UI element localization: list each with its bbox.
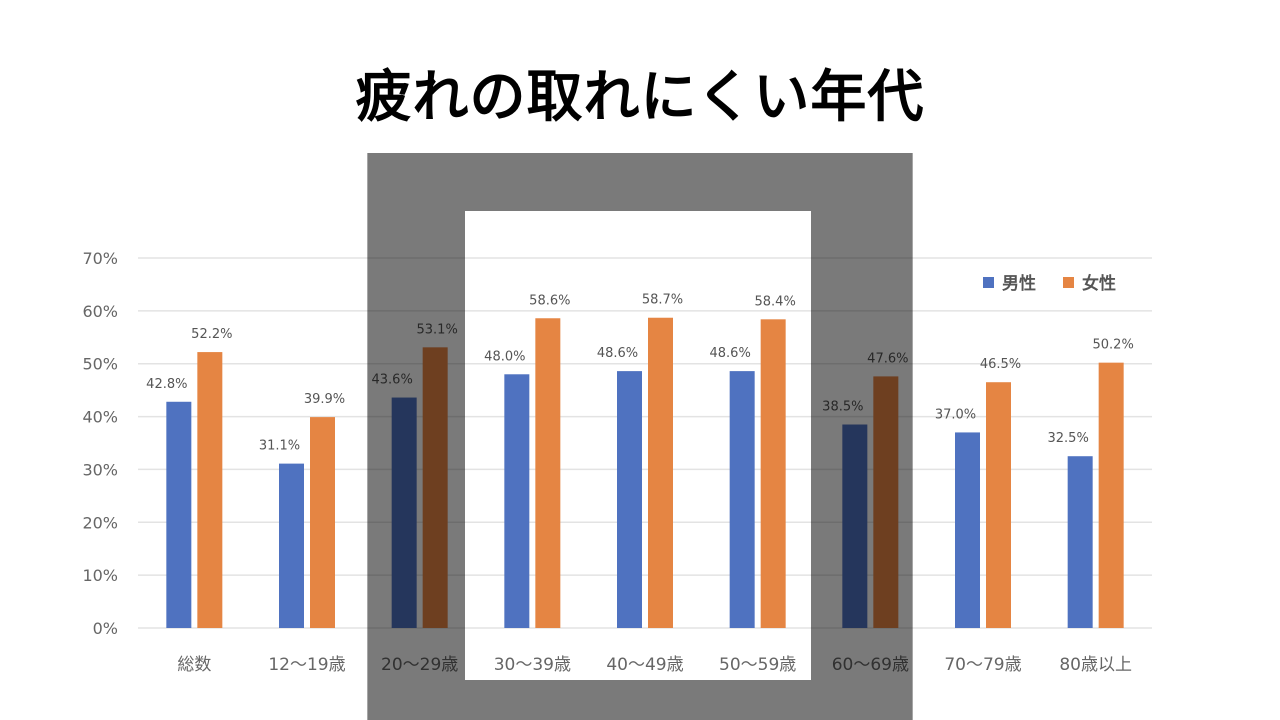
y-tick-label: 0% [93,619,118,638]
x-tick-label: 80歳以上 [1059,655,1132,675]
y-tick-label: 20% [82,513,118,532]
data-label-female: 39.9% [304,392,345,407]
data-label-male: 42.8% [146,377,187,392]
legend-swatch-female [1063,277,1074,288]
data-label-female: 58.4% [755,294,796,309]
bar-female [986,382,1011,628]
data-label-female: 58.7% [642,293,683,308]
y-tick-label: 10% [82,566,118,585]
x-tick-label: 30～39歳 [494,655,571,675]
data-label-female: 52.2% [191,327,232,342]
data-label-female: 50.2% [1093,338,1134,353]
data-label-male: 37.0% [935,407,976,422]
data-label-male: 31.1% [259,439,300,454]
bar-female [648,317,673,628]
bar-female [197,352,223,628]
legend: 男性 女性 [983,273,1116,294]
data-label-female: 46.5% [980,357,1021,372]
dim-overlay [367,153,913,720]
data-label-male: 48.6% [710,346,751,361]
page-title: 疲れの取れにくい年代 [355,65,925,130]
legend-label-female: 女性 [1082,273,1116,294]
bar-female [760,319,786,628]
x-tick-label: 50～59歳 [719,655,796,675]
data-label-male: 48.0% [484,349,525,364]
bar-male [617,371,642,628]
y-tick-label: 30% [82,460,118,479]
x-tick-label: 40～49歳 [606,655,683,675]
x-tick-label: 70～79歳 [944,655,1021,675]
legend-label-male: 男性 [1002,273,1036,294]
bar-male [1067,456,1093,628]
x-tick-label: 総数 [177,655,211,675]
bar-male [729,371,755,628]
bar-male [955,432,980,628]
y-tick-label: 40% [82,408,118,427]
bar-female [1098,362,1124,628]
y-tick-label: 50% [82,355,118,374]
y-tick-label: 60% [82,302,118,321]
y-tick-label: 70% [82,249,118,268]
grid-layer: 0% 10% 20% 30% 40% 50% 60% 70% [82,249,1152,638]
data-label-male: 32.5% [1048,431,1089,446]
bar-male [166,401,192,628]
bar-female [310,417,335,628]
bar-male [504,374,530,628]
data-label-female: 58.6% [529,293,570,308]
x-tick-label: 12～19歳 [268,655,345,675]
bar-male [279,463,304,628]
legend-swatch-male [983,277,994,288]
bar-female [535,318,561,628]
data-label-male: 48.6% [597,346,638,361]
overlay-layer [367,153,913,720]
